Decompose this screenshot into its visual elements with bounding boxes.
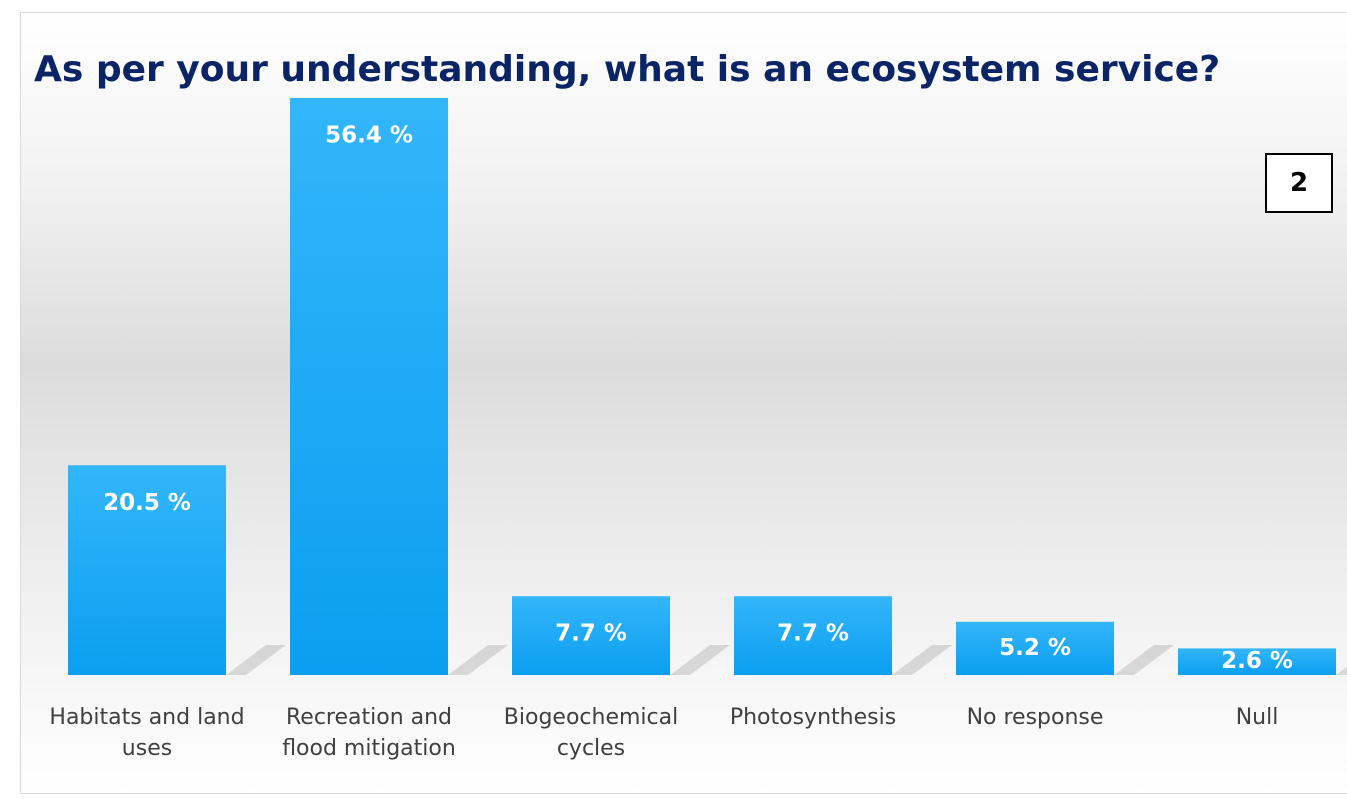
bar-shadow	[892, 645, 952, 675]
value-label: 5.2 %	[999, 635, 1071, 661]
chart-title: As per your understanding, what is an ec…	[34, 49, 1221, 90]
x-tick-label: Habitats and land uses	[49, 705, 245, 761]
bar-shadow	[448, 645, 508, 675]
value-label: 2.6 %	[1221, 648, 1293, 674]
x-tick-label: Null	[1235, 705, 1279, 730]
x-tick-label: Biogeochemical cycles	[503, 705, 679, 761]
value-label: 20.5 %	[103, 490, 191, 516]
bar	[512, 596, 670, 675]
bar-shadow	[670, 645, 730, 675]
bar	[956, 621, 1114, 675]
x-tick-label: Recreation and flood mitigation	[282, 705, 456, 761]
bar	[290, 98, 448, 675]
bar-shadow	[1114, 645, 1174, 675]
bar	[1178, 648, 1336, 675]
value-label: 56.4 %	[325, 123, 413, 149]
bar	[68, 465, 226, 675]
chart-frame	[20, 12, 1347, 794]
bar	[734, 596, 892, 675]
value-label: 7.7 %	[777, 621, 849, 647]
annotation: 2	[1265, 153, 1333, 213]
x-tick-label: No response	[966, 705, 1104, 730]
x-tick-label: Photosynthesis	[729, 705, 897, 730]
value-label: 7.7 %	[555, 621, 627, 647]
bar-shadow	[226, 645, 286, 675]
bar-shadow	[1336, 666, 1347, 675]
